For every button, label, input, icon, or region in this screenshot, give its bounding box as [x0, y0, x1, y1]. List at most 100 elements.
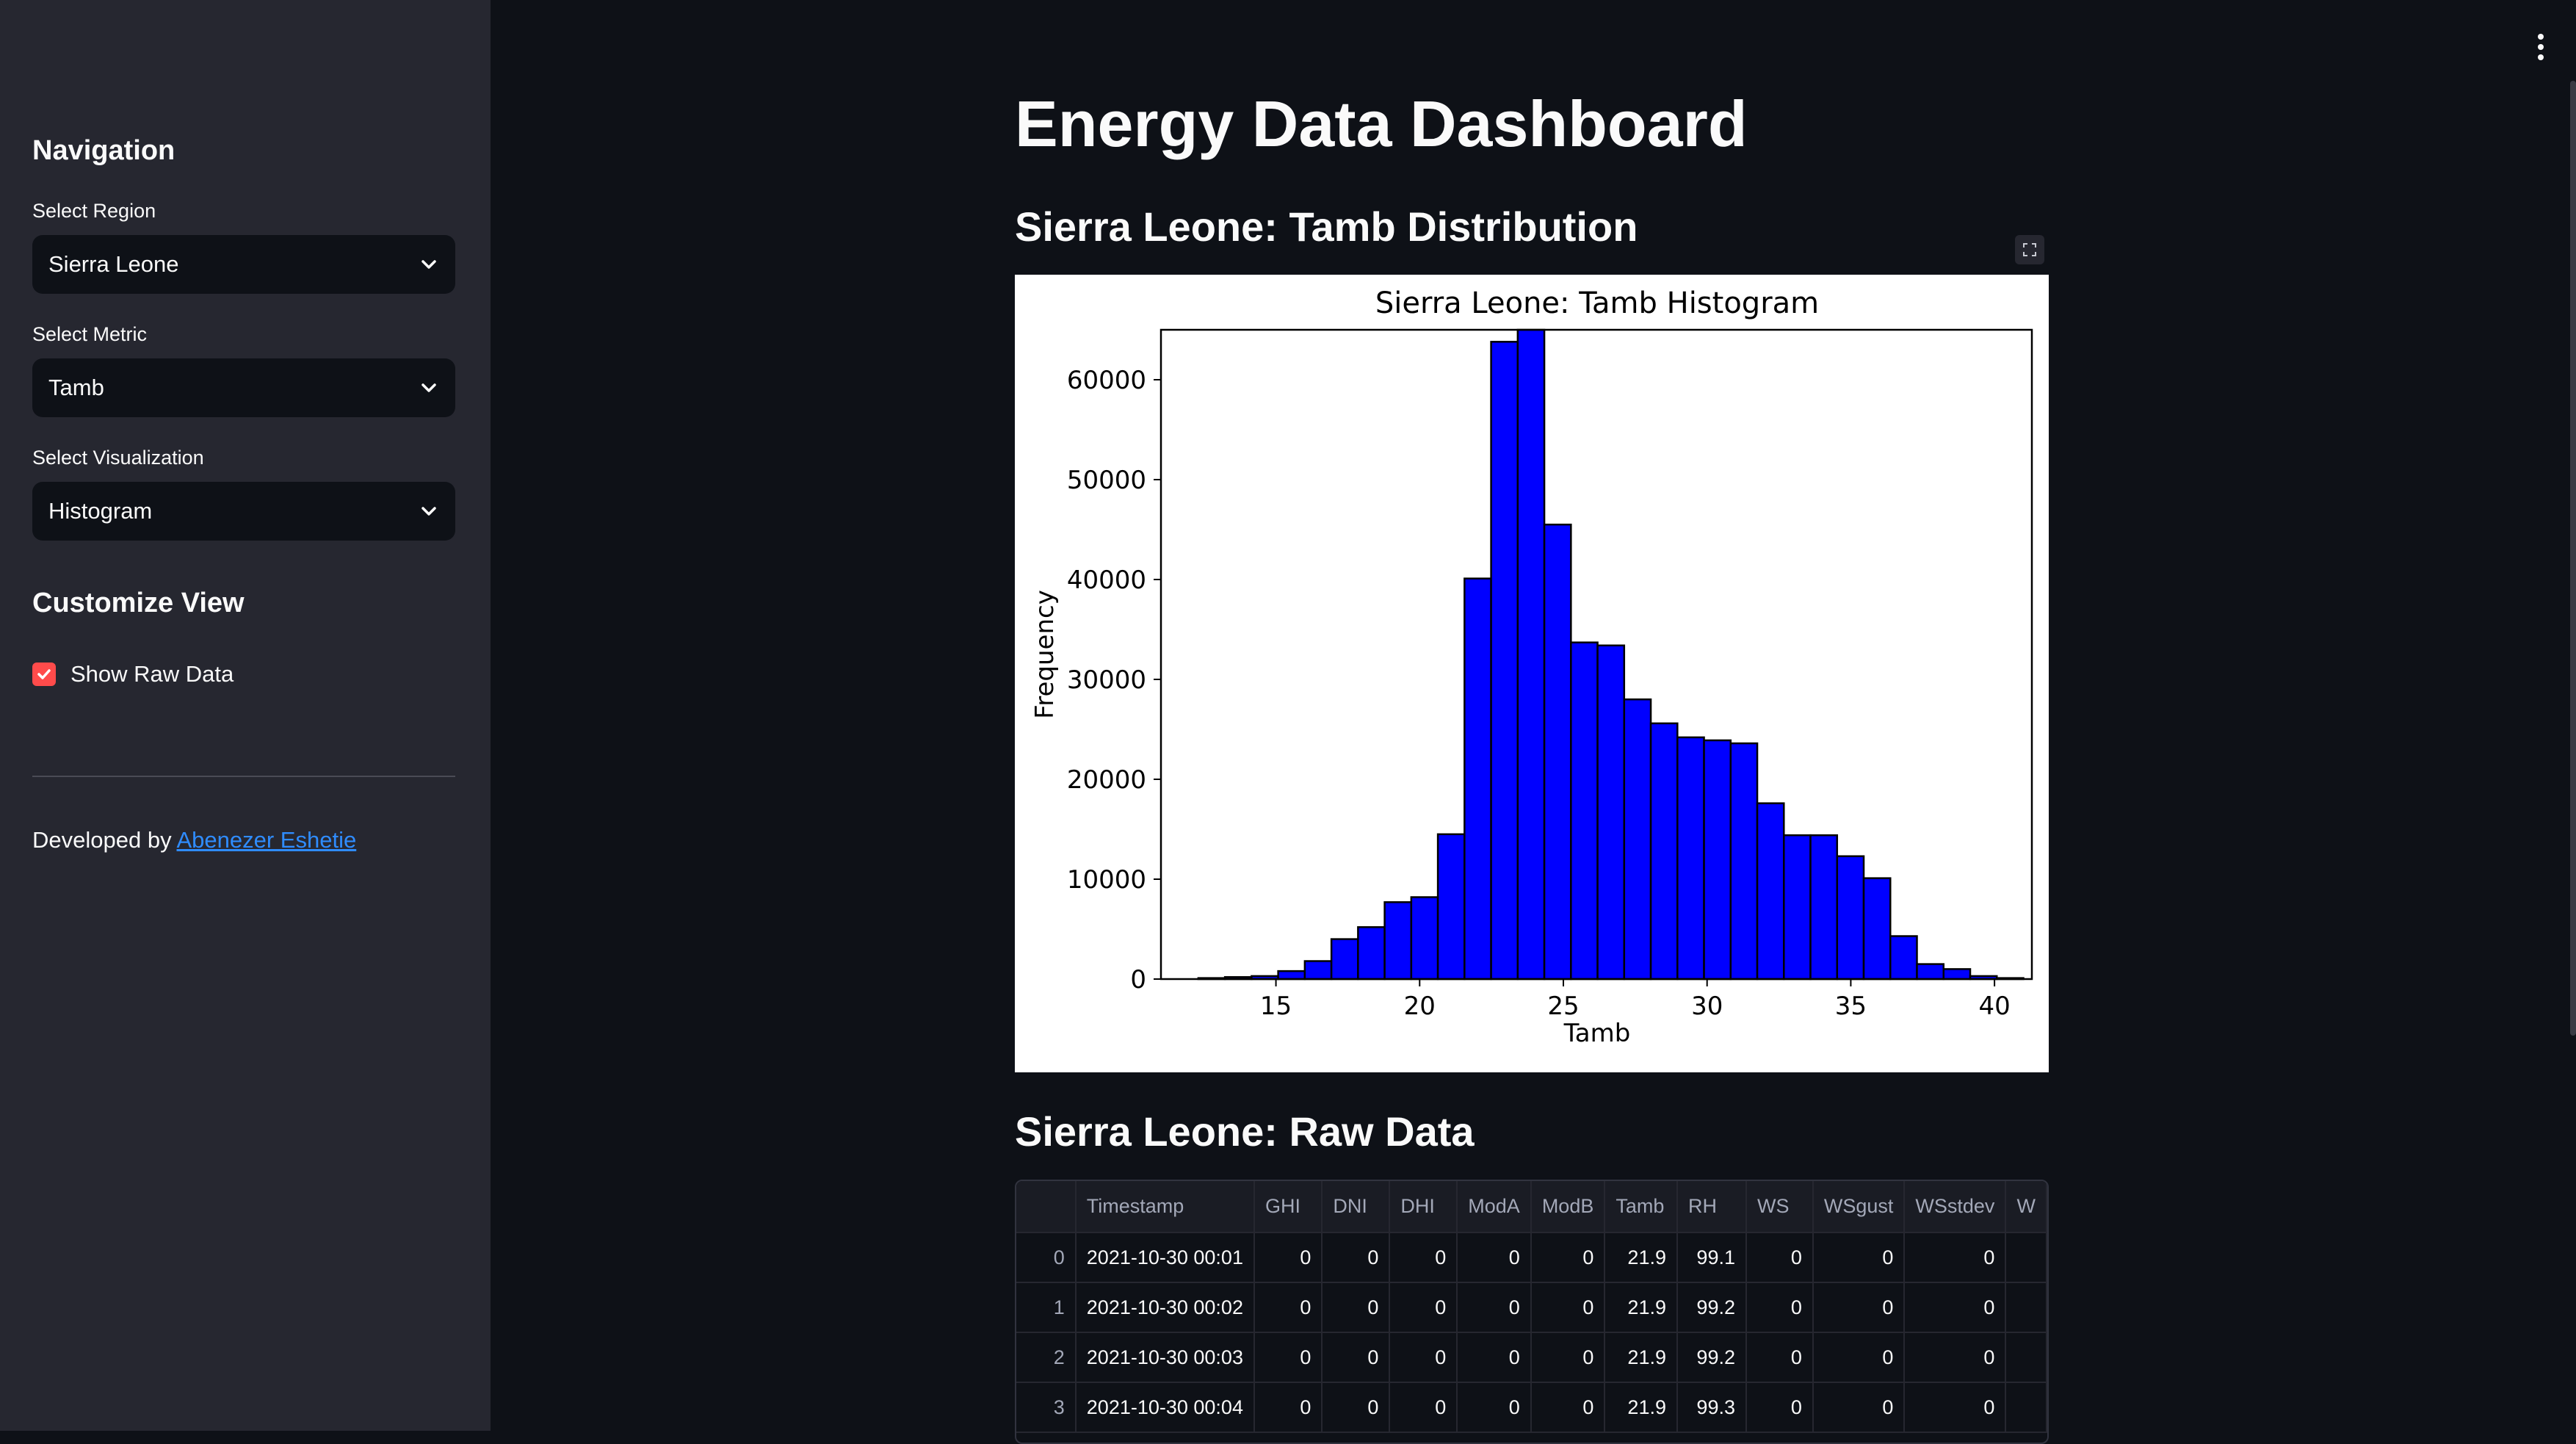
table-cell[interactable] [2005, 1232, 2047, 1283]
row-index-cell[interactable]: 3 [1016, 1382, 1077, 1433]
row-index-cell[interactable]: 1 [1016, 1282, 1077, 1333]
table-cell[interactable]: 0 [1457, 1282, 1532, 1333]
table-cell[interactable]: 99.2 [1676, 1332, 1747, 1383]
column-header[interactable]: Timestamp [1075, 1181, 1255, 1233]
developer-link[interactable]: Abenezer Eshetie [176, 827, 357, 853]
table-cell[interactable] [2005, 1282, 2047, 1333]
table-cell[interactable]: 2021-10-30 00:03 [1075, 1332, 1255, 1383]
scrollbar[interactable] [2570, 81, 2576, 1036]
table-cell[interactable]: 21.9 [1604, 1232, 1678, 1283]
table-cell[interactable]: 0 [1389, 1332, 1458, 1383]
table-cell[interactable]: 0 [1812, 1332, 1906, 1383]
column-header[interactable]: WS [1745, 1181, 1814, 1233]
table-cell[interactable]: 0 [1322, 1232, 1391, 1283]
table-cell[interactable]: 99.1 [1676, 1232, 1747, 1283]
y-axis-label: Frequency [1030, 590, 1060, 719]
table-cell[interactable]: 0 [1253, 1282, 1323, 1333]
column-header[interactable]: DNI [1322, 1181, 1391, 1233]
table-cell[interactable]: 2021-10-30 00:02 [1075, 1282, 1255, 1333]
table-cell[interactable]: 21.9 [1604, 1382, 1678, 1433]
table-cell[interactable] [2005, 1332, 2047, 1383]
region-select-value: Sierra Leone [48, 251, 179, 277]
region-select[interactable]: Sierra Leone [32, 235, 455, 294]
table-row[interactable]: 1 2021-10-30 00:02 0 0 0 0 0 21.9 99.2 0 0 0 [1016, 1282, 2047, 1333]
table-cell[interactable]: 0 [1745, 1282, 1814, 1333]
table-cell[interactable]: 99.3 [1676, 1382, 1747, 1433]
column-header[interactable]: RH [1676, 1181, 1747, 1233]
table-cell[interactable]: 2021-10-30 00:04 [1075, 1382, 1255, 1433]
x-tick-label: 20 [1404, 992, 1436, 1021]
sidebar-heading-customize: Customize View [32, 588, 245, 618]
column-header[interactable]: WSgust [1812, 1181, 1906, 1233]
table-cell[interactable]: 0 [1530, 1232, 1606, 1283]
column-header[interactable]: W [2005, 1181, 2047, 1233]
table-cell[interactable]: 0 [1904, 1332, 2007, 1383]
table-cell[interactable]: 0 [1812, 1382, 1906, 1433]
table-cell[interactable]: 99.2 [1676, 1282, 1747, 1333]
table-cell[interactable]: 21.9 [1604, 1332, 1678, 1383]
histogram-bar [1729, 742, 1759, 981]
fullscreen-icon[interactable] [2015, 235, 2044, 264]
histogram-bar [1464, 577, 1492, 981]
table-cell[interactable]: 0 [1812, 1282, 1906, 1333]
y-tick-label: 30000 [1067, 665, 1146, 695]
checkbox-checked-icon[interactable] [32, 663, 56, 686]
visualization-select[interactable]: Histogram [32, 482, 455, 541]
histogram-bar [1916, 963, 1945, 981]
histogram-svg: Sierra Leone: Tamb Histogram 15 20 25 30 35 4… [1030, 286, 2033, 1048]
table-cell[interactable]: 0 [1530, 1382, 1606, 1433]
table-cell[interactable]: 0 [1745, 1332, 1814, 1383]
histogram-bar [1836, 855, 1865, 981]
table-cell[interactable]: 0 [1322, 1282, 1391, 1333]
table-cell[interactable]: 0 [1530, 1282, 1606, 1333]
y-tick-label: 10000 [1067, 865, 1146, 895]
developer-credit: Developed by Abenezer Eshetie [32, 827, 356, 853]
table-cell[interactable]: 0 [1253, 1332, 1323, 1383]
table-cell[interactable]: 0 [1745, 1382, 1814, 1433]
table-cell[interactable]: 21.9 [1604, 1282, 1678, 1333]
table-cell[interactable]: 0 [1904, 1232, 2007, 1283]
table-row[interactable]: 2 2021-10-30 00:03 0 0 0 0 0 21.9 99.2 0 0 0 [1016, 1332, 2047, 1383]
show-raw-data-label: Show Raw Data [70, 661, 234, 687]
table-cell[interactable] [2005, 1382, 2047, 1433]
histogram-bar [1649, 722, 1679, 981]
table-cell[interactable]: 0 [1389, 1382, 1458, 1433]
column-header[interactable]: GHI [1253, 1181, 1323, 1233]
table-cell[interactable]: 0 [1457, 1382, 1532, 1433]
table-cell[interactable]: 0 [1389, 1282, 1458, 1333]
row-index-cell[interactable]: 0 [1016, 1232, 1077, 1283]
column-header[interactable]: ModA [1457, 1181, 1532, 1233]
table-cell[interactable]: 2021-10-30 00:01 [1075, 1232, 1255, 1283]
histogram-bar [1436, 833, 1466, 981]
table-cell[interactable]: 0 [1322, 1332, 1391, 1383]
show-raw-data-checkbox[interactable]: Show Raw Data [32, 661, 234, 687]
column-header[interactable]: WSstdev [1904, 1181, 2007, 1233]
column-header[interactable]: ModB [1530, 1181, 1606, 1233]
table-cell[interactable]: 0 [1457, 1232, 1532, 1283]
table-cell[interactable]: 0 [1457, 1332, 1532, 1383]
histogram-bar [1862, 877, 1892, 981]
chart-title: Sierra Leone: Tamb Histogram [1375, 286, 1819, 320]
row-index-cell[interactable]: 2 [1016, 1332, 1077, 1383]
table-cell[interactable]: 0 [1904, 1382, 2007, 1433]
table-row[interactable]: 0 2021-10-30 00:01 0 0 0 0 0 21.9 99.1 0 0 0 [1016, 1232, 2047, 1283]
index-column-header[interactable] [1016, 1181, 1077, 1233]
main-menu-icon[interactable] [2535, 34, 2547, 60]
table-cell[interactable]: 0 [1253, 1232, 1323, 1283]
table-cell[interactable]: 0 [1745, 1232, 1814, 1283]
histogram-bar [1383, 901, 1413, 981]
table-cell[interactable]: 0 [1530, 1332, 1606, 1383]
histogram-bar [1676, 736, 1705, 981]
table-cell[interactable]: 0 [1904, 1282, 2007, 1333]
table-row[interactable]: 3 2021-10-30 00:04 0 0 0 0 0 21.9 99.3 0 0 0 [1016, 1382, 2047, 1433]
raw-data-table[interactable]: Timestamp GHI DNI DHI ModA ModB Tamb RH WS WSgust… [1015, 1180, 2049, 1444]
table-cell[interactable]: 0 [1253, 1382, 1323, 1433]
metric-select[interactable]: Tamb [32, 358, 455, 417]
table-cell[interactable]: 0 [1389, 1232, 1458, 1283]
column-header[interactable]: DHI [1389, 1181, 1458, 1233]
column-header[interactable]: Tamb [1604, 1181, 1678, 1233]
table-cell[interactable]: 0 [1322, 1382, 1391, 1433]
y-tick-label: 0 [1130, 965, 1146, 994]
x-tick-label: 35 [1835, 992, 1867, 1021]
table-cell[interactable]: 0 [1812, 1232, 1906, 1283]
